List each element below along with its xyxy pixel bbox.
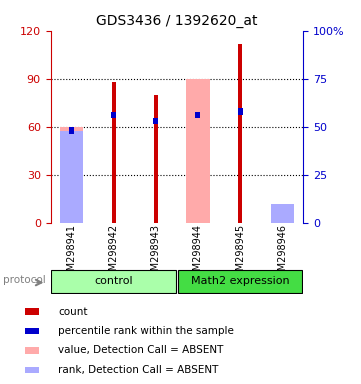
Bar (60, 131, 83, 223)
Text: count: count (58, 306, 87, 316)
Bar (60, 127, 83, 223)
Bar (69, 127, 74, 134)
Bar (186, 79, 209, 223)
Bar (153, 118, 158, 124)
Bar (271, 212, 294, 223)
Bar (25, 328, 39, 334)
Bar (271, 204, 294, 223)
Bar (25, 308, 39, 314)
Text: rank, Detection Call = ABSENT: rank, Detection Call = ABSENT (58, 365, 218, 375)
FancyBboxPatch shape (51, 270, 176, 293)
Text: Math2 expression: Math2 expression (191, 276, 290, 286)
FancyBboxPatch shape (178, 270, 303, 293)
Text: percentile rank within the sample: percentile rank within the sample (58, 326, 234, 336)
Text: protocol: protocol (3, 275, 45, 285)
Text: value, Detection Call = ABSENT: value, Detection Call = ABSENT (58, 346, 223, 356)
Bar (25, 348, 39, 354)
Bar (112, 82, 116, 223)
Bar (154, 95, 158, 223)
Bar (25, 367, 39, 373)
Title: GDS3436 / 1392620_at: GDS3436 / 1392620_at (96, 14, 258, 28)
Bar (238, 108, 243, 114)
Bar (195, 112, 200, 118)
Bar (111, 112, 116, 118)
Bar (238, 43, 242, 223)
Text: control: control (95, 276, 133, 286)
